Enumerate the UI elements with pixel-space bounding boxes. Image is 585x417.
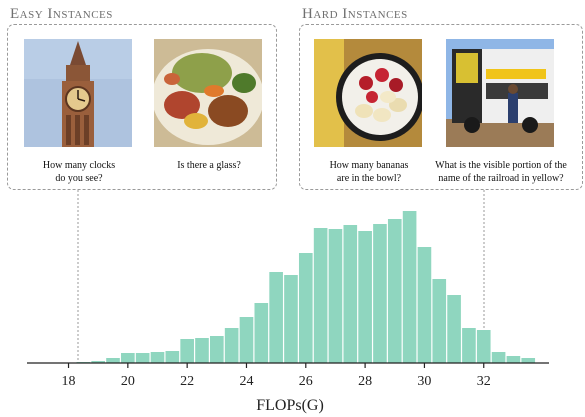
fruit-bowl-image bbox=[314, 39, 422, 147]
food-plate-image bbox=[154, 39, 262, 147]
histogram-bar bbox=[402, 211, 417, 363]
easy-instances-panel: How many clocks do you see? Is there a g… bbox=[7, 24, 277, 190]
histogram-bar bbox=[343, 225, 358, 363]
histogram-bar bbox=[313, 228, 328, 363]
histogram-bar bbox=[476, 330, 491, 363]
histogram-bar bbox=[358, 231, 372, 363]
hard-instances-panel: How many bananas are in the bowl? What i… bbox=[299, 24, 583, 190]
histogram-bar bbox=[106, 358, 120, 363]
x-tick-label: 26 bbox=[299, 374, 313, 389]
x-tick-label: 30 bbox=[417, 374, 431, 389]
histogram-bar bbox=[432, 279, 447, 363]
histogram-bar bbox=[91, 361, 105, 363]
histogram-bar bbox=[506, 356, 521, 363]
x-axis-ticks: 18 20 22 24 26 28 30 32 bbox=[62, 363, 491, 389]
x-tick-label: 32 bbox=[477, 374, 491, 389]
x-tick-label: 28 bbox=[358, 374, 372, 389]
hard-caption-2: What is the visible portion of the name … bbox=[435, 160, 567, 184]
histogram-bars bbox=[76, 211, 536, 363]
hard-caption-1: How many bananas are in the bowl? bbox=[329, 160, 409, 184]
easy-caption-2: Is there a glass? bbox=[177, 160, 241, 171]
x-tick-label: 24 bbox=[239, 374, 253, 389]
x-tick-label: 22 bbox=[180, 374, 194, 389]
histogram-bar bbox=[462, 328, 476, 363]
histogram-bar bbox=[521, 358, 536, 363]
x-tick-label: 18 bbox=[62, 374, 76, 389]
easy-caption-1: How many clocks do you see? bbox=[42, 160, 116, 184]
histogram-bar bbox=[417, 247, 432, 363]
intercape-bus-image bbox=[446, 39, 554, 147]
histogram-bar bbox=[210, 336, 224, 363]
histogram-bar bbox=[180, 339, 194, 363]
histogram-bar bbox=[254, 303, 269, 363]
histogram-bar bbox=[447, 295, 461, 363]
histogram-bar bbox=[284, 275, 298, 363]
histogram-bar bbox=[135, 353, 150, 363]
x-tick-label: 20 bbox=[121, 374, 135, 389]
histogram-bar bbox=[150, 352, 165, 363]
clock-tower-image bbox=[24, 39, 132, 147]
histogram-bar bbox=[165, 351, 180, 363]
histogram-bar bbox=[491, 352, 506, 363]
histogram-bar bbox=[121, 353, 135, 363]
histogram-bar bbox=[373, 224, 387, 363]
histogram-bar bbox=[239, 317, 254, 363]
histogram-bar bbox=[328, 229, 343, 363]
histogram-bar bbox=[224, 328, 239, 363]
histogram-bar bbox=[195, 338, 209, 363]
easy-instances-title: Easy Instances bbox=[10, 6, 113, 22]
histogram-bar bbox=[387, 219, 402, 363]
histogram-bar bbox=[269, 272, 283, 363]
x-axis-label: FLOPs(G) bbox=[256, 397, 324, 414]
histogram-bar bbox=[298, 253, 313, 363]
hard-instances-title: Hard Instances bbox=[302, 6, 408, 22]
